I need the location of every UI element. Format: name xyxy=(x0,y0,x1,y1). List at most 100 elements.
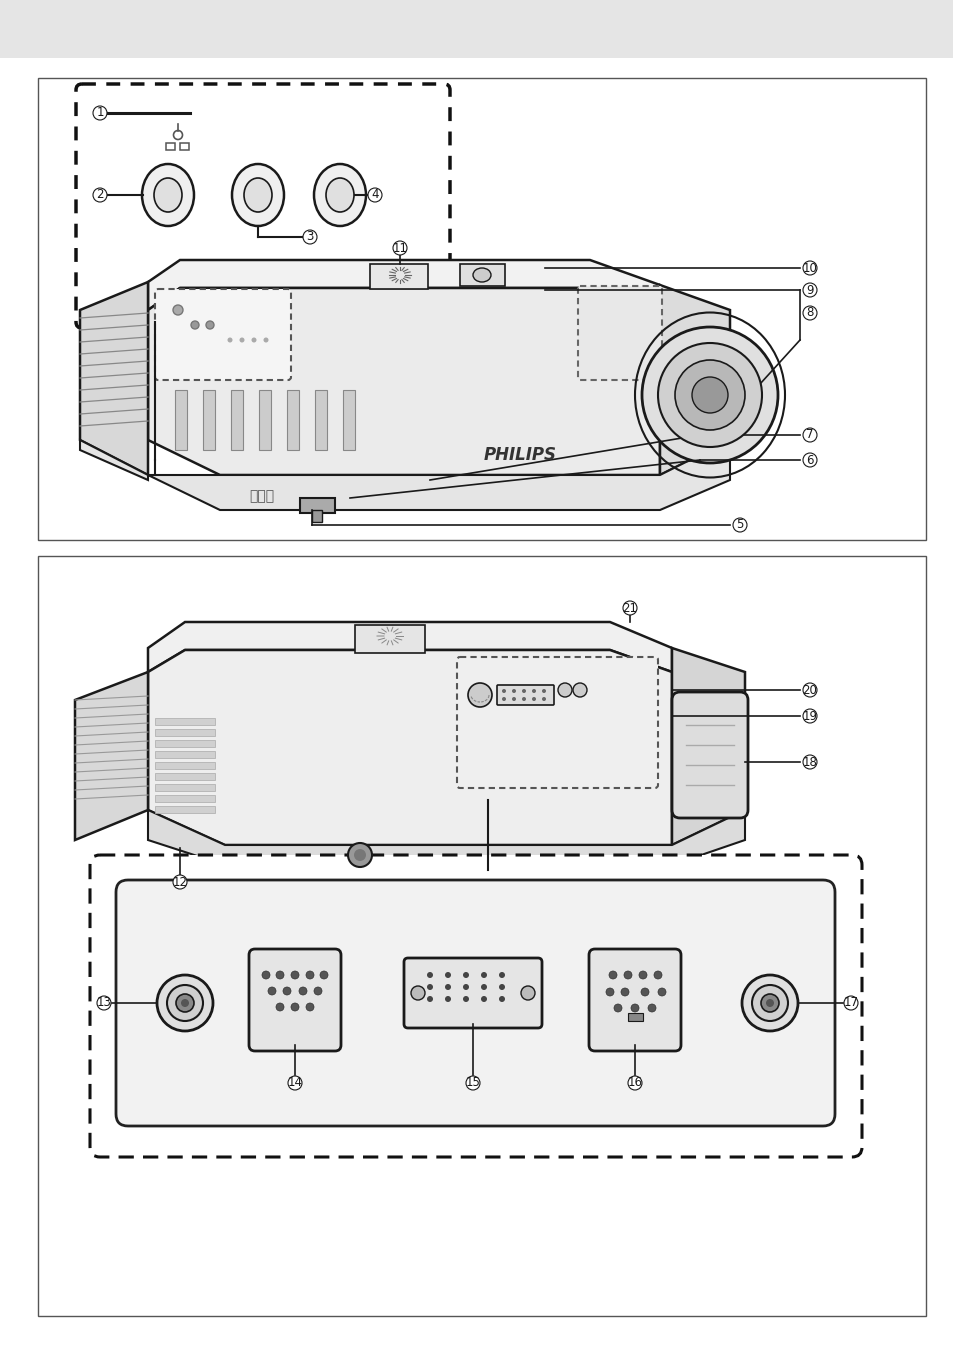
Circle shape xyxy=(427,971,433,978)
Circle shape xyxy=(218,343,222,347)
Circle shape xyxy=(170,343,173,347)
Circle shape xyxy=(751,985,787,1021)
Circle shape xyxy=(468,684,492,707)
Circle shape xyxy=(520,986,535,1000)
Polygon shape xyxy=(148,288,659,476)
Circle shape xyxy=(462,996,469,1002)
Circle shape xyxy=(348,843,372,867)
Circle shape xyxy=(92,188,107,203)
Circle shape xyxy=(193,332,198,336)
Circle shape xyxy=(444,996,451,1002)
Bar xyxy=(370,263,428,289)
Bar xyxy=(154,717,214,725)
Circle shape xyxy=(230,343,233,347)
Text: 15: 15 xyxy=(465,1077,480,1089)
Circle shape xyxy=(314,988,322,994)
Circle shape xyxy=(242,313,246,317)
Text: 5: 5 xyxy=(736,519,743,531)
Circle shape xyxy=(691,377,727,413)
FancyBboxPatch shape xyxy=(456,657,658,788)
Circle shape xyxy=(242,323,246,327)
Bar xyxy=(258,390,271,450)
Circle shape xyxy=(242,303,246,307)
Circle shape xyxy=(462,971,469,978)
Circle shape xyxy=(193,343,198,347)
Circle shape xyxy=(765,998,773,1006)
Circle shape xyxy=(501,697,505,701)
FancyBboxPatch shape xyxy=(249,948,340,1051)
Text: 7: 7 xyxy=(805,428,813,442)
Bar xyxy=(231,390,243,450)
Text: 9: 9 xyxy=(805,284,813,296)
Circle shape xyxy=(206,323,210,327)
Circle shape xyxy=(158,313,162,317)
Circle shape xyxy=(230,303,233,307)
Bar xyxy=(154,762,214,769)
Bar xyxy=(38,557,925,1316)
Ellipse shape xyxy=(244,178,272,212)
Circle shape xyxy=(521,697,525,701)
Text: 10: 10 xyxy=(801,262,817,274)
Circle shape xyxy=(218,332,222,336)
Circle shape xyxy=(639,971,646,979)
FancyBboxPatch shape xyxy=(90,855,862,1156)
Circle shape xyxy=(242,353,246,357)
Circle shape xyxy=(239,338,244,343)
Circle shape xyxy=(802,305,816,320)
Circle shape xyxy=(298,988,307,994)
Circle shape xyxy=(230,332,233,336)
Circle shape xyxy=(230,313,233,317)
Circle shape xyxy=(193,313,198,317)
Circle shape xyxy=(675,359,744,430)
Circle shape xyxy=(206,343,210,347)
Circle shape xyxy=(760,994,779,1012)
Text: 13: 13 xyxy=(96,997,112,1009)
Circle shape xyxy=(206,322,213,330)
Circle shape xyxy=(427,996,433,1002)
Circle shape xyxy=(275,971,284,979)
Circle shape xyxy=(291,1002,298,1011)
Circle shape xyxy=(191,322,199,330)
FancyBboxPatch shape xyxy=(403,958,541,1028)
Circle shape xyxy=(170,313,173,317)
Text: 2: 2 xyxy=(96,189,104,201)
Circle shape xyxy=(622,601,637,615)
Circle shape xyxy=(181,998,189,1006)
Circle shape xyxy=(444,971,451,978)
Circle shape xyxy=(158,303,162,307)
FancyBboxPatch shape xyxy=(154,289,291,380)
Bar xyxy=(154,807,214,813)
Circle shape xyxy=(480,984,486,990)
Circle shape xyxy=(158,332,162,336)
Circle shape xyxy=(802,453,816,467)
Circle shape xyxy=(97,996,111,1011)
Text: 8: 8 xyxy=(805,307,813,319)
Circle shape xyxy=(182,313,186,317)
Circle shape xyxy=(368,188,381,203)
Polygon shape xyxy=(659,285,729,476)
Circle shape xyxy=(206,332,210,336)
Ellipse shape xyxy=(142,163,193,226)
Bar xyxy=(154,740,214,747)
Bar xyxy=(343,390,355,450)
Text: 21: 21 xyxy=(622,601,637,615)
Ellipse shape xyxy=(232,163,284,226)
Polygon shape xyxy=(80,440,729,509)
Circle shape xyxy=(512,689,516,693)
Circle shape xyxy=(640,988,648,996)
Circle shape xyxy=(158,353,162,357)
FancyBboxPatch shape xyxy=(116,880,834,1125)
Bar xyxy=(355,626,424,653)
Circle shape xyxy=(262,971,270,979)
Circle shape xyxy=(218,353,222,357)
Text: PHILIPS: PHILIPS xyxy=(483,446,556,463)
Bar xyxy=(166,143,174,150)
Circle shape xyxy=(498,996,504,1002)
Polygon shape xyxy=(80,282,148,476)
Circle shape xyxy=(252,338,256,343)
Polygon shape xyxy=(148,811,744,865)
Polygon shape xyxy=(75,671,148,840)
Circle shape xyxy=(802,755,816,769)
Circle shape xyxy=(172,305,183,315)
Circle shape xyxy=(802,684,816,697)
